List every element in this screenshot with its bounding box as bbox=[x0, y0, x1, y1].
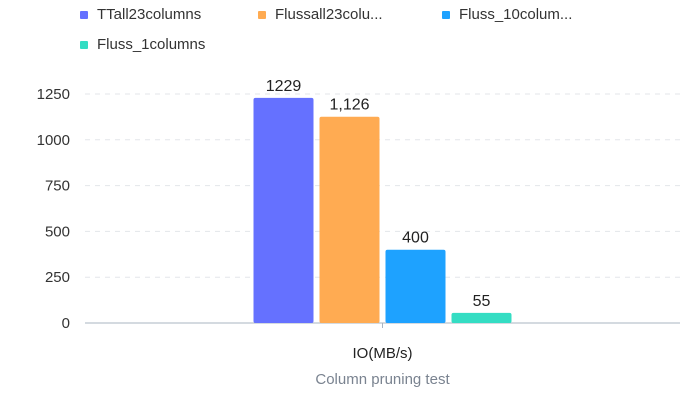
legend-item-3[interactable]: Fluss_1columns bbox=[80, 36, 205, 53]
data-label: 1229 bbox=[266, 78, 302, 95]
y-tick-label: 1000 bbox=[37, 132, 70, 149]
legend-swatch bbox=[258, 10, 266, 19]
legend-item-2[interactable]: Fluss_10colum... bbox=[442, 6, 572, 23]
y-tick-label: 500 bbox=[45, 223, 70, 240]
legend-swatch bbox=[80, 40, 88, 49]
x-category-label: IO(MB/s) bbox=[353, 345, 413, 362]
x-axis-title: Column pruning test bbox=[315, 371, 450, 388]
bar-Fluss_1columns bbox=[451, 312, 512, 323]
bar-Flussall23columns bbox=[319, 116, 380, 323]
legend-label: TTall23columns bbox=[97, 6, 202, 23]
legend-item-1[interactable]: Flussall23colu... bbox=[258, 6, 383, 23]
data-label: 55 bbox=[473, 293, 491, 310]
legend-item-0[interactable]: TTall23columns bbox=[80, 6, 201, 23]
legend-label: Fluss_1columns bbox=[97, 36, 206, 53]
bar-TTall23columns bbox=[253, 97, 314, 323]
legend-label: Flussall23colu... bbox=[275, 6, 383, 23]
y-tick-label: 750 bbox=[45, 178, 70, 195]
legend-label: Fluss_10colum... bbox=[459, 6, 573, 23]
data-label: 1,126 bbox=[329, 97, 369, 114]
bar-Fluss_10columns bbox=[385, 249, 446, 323]
legend-swatch bbox=[442, 10, 450, 19]
data-label: 400 bbox=[402, 230, 429, 247]
legend-swatch bbox=[80, 10, 88, 19]
y-tick-label: 250 bbox=[45, 269, 70, 286]
y-tick-label: 0 bbox=[62, 315, 70, 332]
y-tick-label: 1250 bbox=[37, 86, 70, 103]
